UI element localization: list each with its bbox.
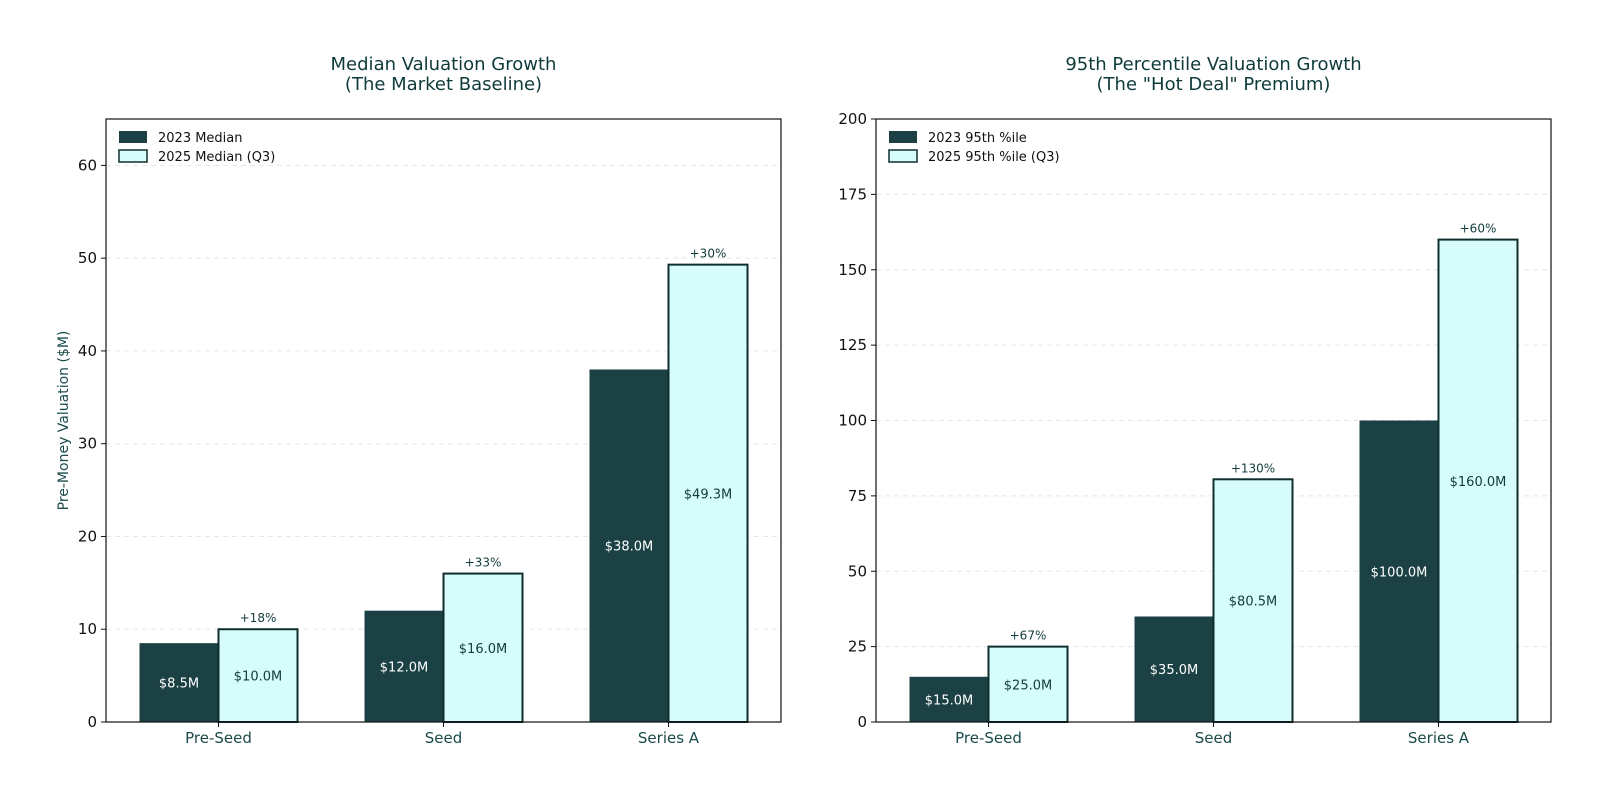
- bar-value-label: $8.5M: [159, 677, 199, 692]
- x-tick-label: Series A: [1408, 729, 1470, 747]
- x-tick-label: Pre-Seed: [185, 729, 252, 747]
- growth-label: +67%: [1010, 629, 1047, 643]
- bar-series-a-series-2: [1437, 238, 1519, 723]
- bar-series-a-series-1: [1359, 420, 1439, 722]
- legend-swatch: [118, 149, 148, 163]
- chart-subtitle: (The Market Baseline): [345, 74, 542, 95]
- bar-value-label: $25.0M: [1004, 678, 1052, 693]
- bar-value-label: $38.0M: [605, 540, 653, 555]
- legend: 2023 95th %ile 2025 95th %ile (Q3): [888, 131, 1060, 165]
- y-tick-label: 75: [848, 487, 867, 505]
- legend-swatch: [888, 149, 918, 163]
- x-tick-label: Series A: [638, 729, 700, 747]
- bar-value-label: $15.0M: [925, 693, 973, 708]
- y-tick-label: 10: [78, 620, 97, 638]
- y-tick-label: 0: [857, 713, 867, 731]
- legend-label: 2025 Median (Q3): [158, 150, 275, 165]
- x-tick-label: Seed: [425, 729, 463, 747]
- bar-seed-series-1: [1134, 616, 1214, 722]
- bar-value-label: $35.0M: [1150, 663, 1198, 678]
- bar-value-label: $12.0M: [380, 660, 428, 675]
- growth-label: +30%: [690, 247, 727, 261]
- chart-title: 95th Percentile Valuation Growth: [1065, 54, 1361, 75]
- y-tick-label: 200: [838, 110, 867, 128]
- y-tick-label: 0: [87, 713, 97, 731]
- y-axis-label: Pre-Money Valuation ($M): [56, 331, 72, 511]
- x-tick-label: Pre-Seed: [955, 729, 1022, 747]
- y-tick-label: 150: [838, 261, 867, 279]
- y-tick-label: 50: [848, 562, 867, 580]
- bar-pre-seed-series-1: [909, 676, 989, 722]
- y-tick-label: 60: [78, 156, 97, 174]
- bar-series-a-series-2: [667, 263, 749, 723]
- plot-frame: [105, 118, 782, 723]
- y-tick-label: 30: [78, 435, 97, 453]
- bar-series-a-series-1: [589, 369, 669, 722]
- y-tick-label: 175: [838, 185, 867, 203]
- bar-pre-seed-series-1: [139, 643, 219, 722]
- chart-panel-2: 95th Percentile Valuation Growth(The "Ho…: [838, 54, 1552, 747]
- bar-value-label: $160.0M: [1450, 475, 1507, 490]
- y-tick-label: 100: [838, 412, 867, 430]
- chart-panel-1: Median Valuation Growth(The Market Basel…: [56, 54, 782, 747]
- bar-value-label: $10.0M: [234, 670, 282, 685]
- y-tick-label: 50: [78, 249, 97, 267]
- y-tick-label: 125: [838, 336, 867, 354]
- bar-seed-series-2: [442, 572, 524, 723]
- bar-pre-seed-series-2: [987, 645, 1069, 723]
- y-tick-label: 20: [78, 527, 97, 545]
- growth-label: +18%: [240, 611, 277, 625]
- legend: 2023 Median 2025 Median (Q3): [118, 131, 275, 165]
- legend-label: 2023 Median: [158, 131, 243, 146]
- bar-value-label: $16.0M: [459, 642, 507, 657]
- growth-label: +130%: [1231, 461, 1275, 475]
- chart-title: Median Valuation Growth: [331, 54, 557, 75]
- y-tick-label: 40: [78, 342, 97, 360]
- legend-label: 2023 95th %ile: [928, 131, 1027, 146]
- x-tick-label: Seed: [1195, 729, 1233, 747]
- growth-label: +33%: [465, 556, 502, 570]
- bar-seed-series-2: [1212, 478, 1294, 724]
- bar-value-label: $100.0M: [1371, 565, 1428, 580]
- legend-swatch: [889, 131, 917, 143]
- growth-label: +60%: [1460, 222, 1497, 236]
- chart-subtitle: (The "Hot Deal" Premium): [1097, 74, 1331, 95]
- bar-seed-series-1: [364, 610, 444, 722]
- bar-value-label: $49.3M: [684, 487, 732, 502]
- plot-frame: [875, 118, 1552, 723]
- legend-swatch: [119, 131, 147, 143]
- bar-value-label: $80.5M: [1229, 595, 1277, 610]
- legend-label: 2025 95th %ile (Q3): [928, 150, 1060, 165]
- y-tick-label: 25: [848, 638, 867, 656]
